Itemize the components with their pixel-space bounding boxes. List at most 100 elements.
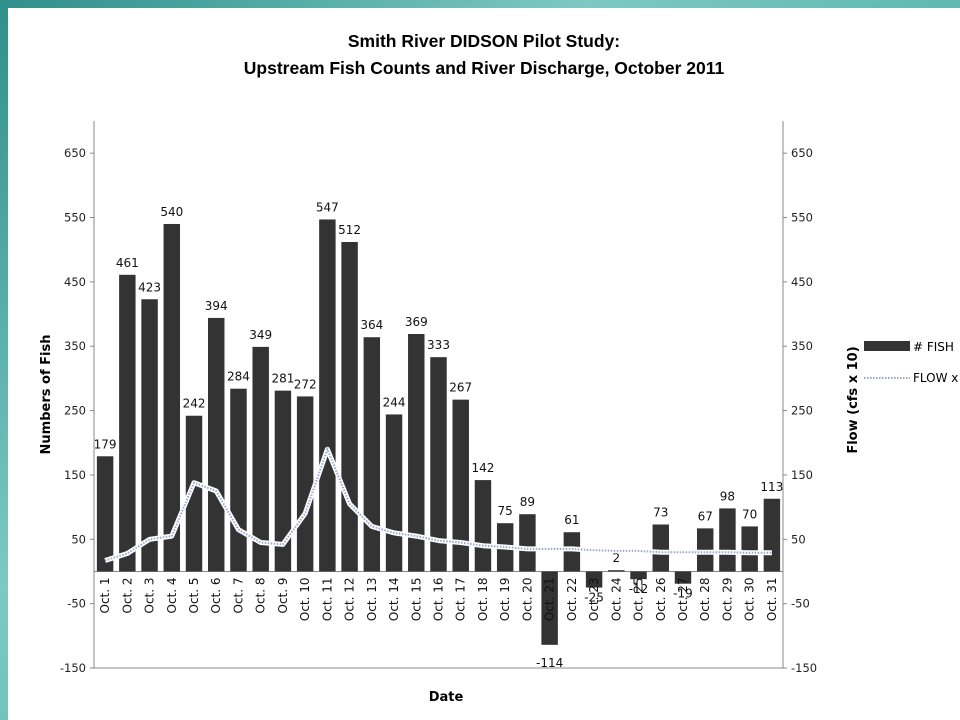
left-tick-label: 550	[64, 211, 86, 225]
bar-value-label: 394	[205, 299, 228, 313]
left-tick-label: 450	[64, 275, 86, 289]
right-tick-label: -50	[791, 597, 810, 611]
x-tick-label: Oct. 26	[654, 577, 668, 621]
right-tick-label: 150	[791, 468, 813, 482]
x-tick-label: Oct. 13	[365, 577, 379, 621]
left-tick-label: 250	[64, 404, 86, 418]
bar-value-label: 142	[471, 461, 494, 475]
y-axis-title-right: Flow (cfs x 10)	[846, 346, 861, 453]
left-tick-label: -150	[60, 661, 86, 675]
bar	[474, 480, 492, 572]
bar	[319, 219, 336, 572]
bar	[385, 414, 403, 572]
x-tick-label: Oct. 6	[209, 577, 223, 613]
x-tick-label: Oct. 23	[587, 577, 601, 621]
x-tick-label: Oct. 18	[476, 577, 490, 621]
right-tick-label: -150	[791, 661, 817, 675]
bar	[674, 571, 692, 584]
bar	[452, 399, 469, 572]
bar-value-label: 333	[427, 338, 450, 352]
right-tick-label: 250	[791, 404, 813, 418]
bar	[719, 508, 736, 572]
bar-value-label: 547	[316, 200, 339, 214]
bar-value-label: 67	[698, 509, 713, 523]
x-tick-label: Oct. 21	[543, 577, 557, 621]
bar-value-label: 242	[183, 397, 206, 411]
flow-line	[104, 446, 772, 562]
x-tick-label: Oct. 15	[409, 577, 423, 621]
bar-value-label: 540	[160, 205, 183, 219]
bar	[652, 524, 669, 572]
bar-value-label: -12	[629, 582, 649, 596]
bar	[408, 334, 425, 572]
bar-value-label: 73	[653, 505, 668, 519]
x-axis-title: Date	[429, 690, 464, 705]
bar-value-label: 267	[449, 381, 472, 395]
bar-value-label: 113	[760, 480, 783, 494]
bar	[585, 571, 603, 588]
bar	[763, 498, 781, 572]
x-tick-label: Oct. 22	[565, 577, 579, 621]
x-tick-label: Oct. 2	[120, 577, 134, 613]
bar	[185, 415, 203, 572]
left-tick-label: 350	[64, 339, 86, 353]
bar-value-label: 61	[564, 513, 579, 527]
bar-value-label: 75	[498, 504, 513, 518]
legend-flow-label: FLOW x	[913, 371, 958, 385]
bar	[252, 346, 269, 572]
right-tick-label: 350	[791, 339, 813, 353]
bar-value-label: 281	[271, 372, 294, 386]
x-tick-label: Oct. 12	[343, 577, 357, 621]
bar	[630, 571, 647, 580]
x-tick-label: Oct. 20	[520, 577, 534, 621]
bar	[296, 396, 314, 572]
x-tick-label: Oct. 30	[743, 577, 757, 621]
right-tick-label: 650	[791, 146, 813, 160]
left-tick-label: 50	[71, 532, 86, 546]
x-tick-label: Oct. 19	[498, 577, 512, 621]
bar	[608, 570, 625, 572]
bar-value-label: 89	[520, 495, 535, 509]
bar-value-label: 369	[405, 315, 428, 329]
x-tick-label: Oct. 14	[387, 577, 401, 621]
x-tick-label: Oct. 9	[276, 577, 290, 613]
x-tick-label: Oct. 8	[254, 577, 268, 613]
bar	[141, 299, 158, 572]
chart-plot: -150 -150 -50 -50 50 50 150 150 250 250 350 350 450 4…	[39, 121, 958, 705]
bar-value-label: 70	[742, 507, 757, 521]
left-tick-label: 150	[64, 468, 86, 482]
x-tick-label: Oct. 29	[720, 577, 734, 621]
legend-fish-swatch	[864, 341, 910, 351]
x-tick-label: Oct. 1	[98, 577, 112, 613]
bar-value-label: -114	[536, 656, 563, 670]
bar-value-label: 284	[227, 370, 250, 384]
legend-fish-label: # FISH	[913, 340, 954, 354]
x-tick-label: Oct. 28	[698, 577, 712, 621]
bar-value-label: 461	[116, 256, 139, 270]
left-tick-label: -50	[67, 597, 86, 611]
y-axis-title-left: Numbers of Fish	[39, 335, 54, 455]
bar	[274, 390, 292, 572]
bar	[96, 456, 114, 572]
bar	[163, 223, 181, 572]
bar-value-label: 272	[294, 377, 317, 391]
slide: Smith River DIDSON Pilot Study: Upstream…	[8, 8, 960, 720]
x-tick-label: Oct. 11	[320, 577, 334, 621]
bar	[519, 514, 536, 572]
x-tick-label: Oct. 24	[609, 577, 623, 621]
x-tick-label: Oct. 4	[165, 577, 179, 613]
x-tick-label: Oct. 10	[298, 577, 312, 621]
bar	[230, 388, 247, 572]
x-tick-label: Oct. 27	[676, 577, 690, 621]
bar	[430, 357, 447, 572]
bar-value-label: 364	[360, 318, 383, 332]
x-tick-label: Oct. 31	[765, 577, 779, 621]
chart-title-line2: Upstream Fish Counts and River Discharge…	[243, 58, 725, 78]
right-tick-label: 50	[791, 532, 806, 546]
bar-value-label: 349	[249, 328, 272, 342]
x-tick-label: Oct. 25	[632, 577, 646, 621]
x-tick-label: Oct. 3	[143, 577, 157, 613]
x-tick-label: Oct. 16	[432, 577, 446, 621]
bar	[363, 337, 381, 572]
bar-value-label: 423	[138, 280, 161, 294]
